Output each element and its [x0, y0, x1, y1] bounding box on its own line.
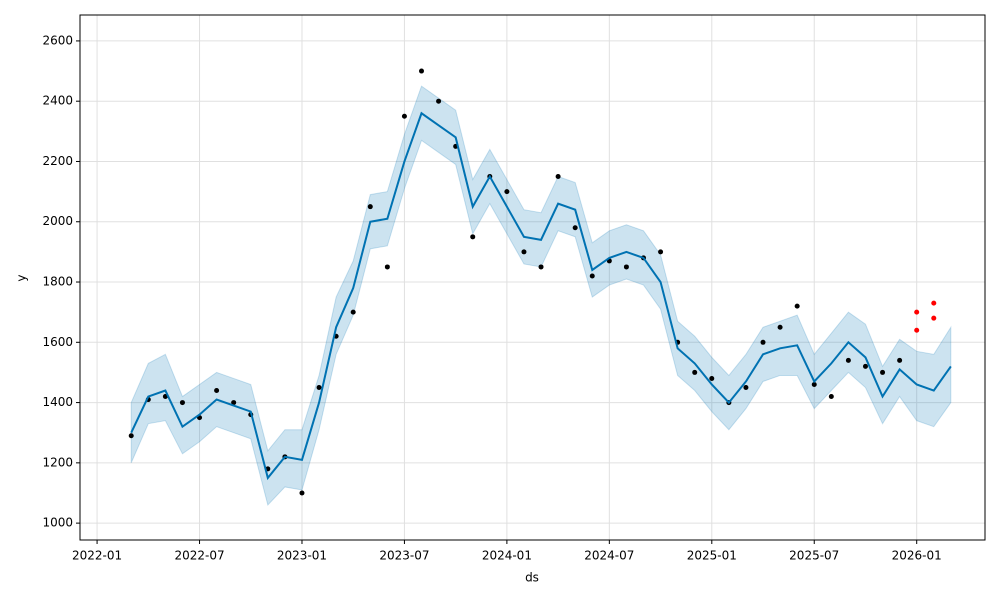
data-point [589, 273, 595, 279]
y-tick-label: 2400 [42, 94, 73, 108]
data-point [914, 309, 920, 315]
data-point [743, 385, 749, 391]
data-point [128, 433, 134, 439]
data-point [521, 249, 527, 255]
x-tick-label: 2025-01 [687, 549, 737, 563]
x-tick-label: 2026-01 [892, 549, 942, 563]
data-point [880, 369, 886, 375]
data-point [931, 300, 937, 306]
data-point [811, 381, 817, 387]
x-tick-label: 2023-07 [379, 549, 429, 563]
x-tick-label: 2023-01 [277, 549, 327, 563]
forecast-line [130, 111, 952, 481]
data-point [350, 309, 356, 315]
data-point [845, 357, 851, 363]
x-axis-label: ds [525, 571, 539, 585]
x-tick-label: 2025-07 [789, 549, 839, 563]
data-point [623, 264, 629, 270]
y-axis-label: y [15, 274, 29, 281]
data-point [555, 174, 561, 180]
data-point [504, 189, 510, 195]
data-point [231, 400, 237, 406]
data-point [709, 375, 715, 381]
y-tick-label: 2000 [42, 214, 73, 228]
data-point [828, 394, 834, 400]
data-point [692, 369, 698, 375]
y-tick-label: 1400 [42, 395, 73, 409]
y-tick-label: 1600 [42, 335, 73, 349]
plot-frame [79, 14, 986, 541]
data-point [214, 388, 220, 394]
data-point [897, 357, 903, 363]
x-tick-label: 2024-07 [584, 549, 634, 563]
data-point [316, 385, 322, 391]
data-point [538, 264, 544, 270]
data-point [367, 204, 373, 210]
data-point [572, 225, 578, 231]
x-tick-label: 2022-07 [174, 549, 224, 563]
data-point [658, 249, 664, 255]
data-point [419, 68, 425, 74]
y-tick-label: 1200 [42, 455, 73, 469]
x-tick-label: 2022-01 [72, 549, 122, 563]
data-point [470, 234, 476, 240]
data-point [299, 490, 305, 496]
uncertainty-band [130, 85, 952, 507]
x-tick-label: 2024-01 [482, 549, 532, 563]
y-tick-label: 2600 [42, 33, 73, 47]
y-tick-label: 1800 [42, 275, 73, 289]
data-point [179, 400, 185, 406]
data-point [931, 315, 937, 321]
data-point [760, 339, 766, 345]
data-point [862, 363, 868, 369]
data-point [384, 264, 390, 270]
y-tick-label: 2200 [42, 154, 73, 168]
data-point [436, 98, 442, 104]
y-tick-label: 1000 [42, 516, 73, 530]
data-point [777, 324, 783, 330]
data-point [401, 113, 407, 119]
data-point [914, 327, 920, 333]
data-point [794, 303, 800, 309]
